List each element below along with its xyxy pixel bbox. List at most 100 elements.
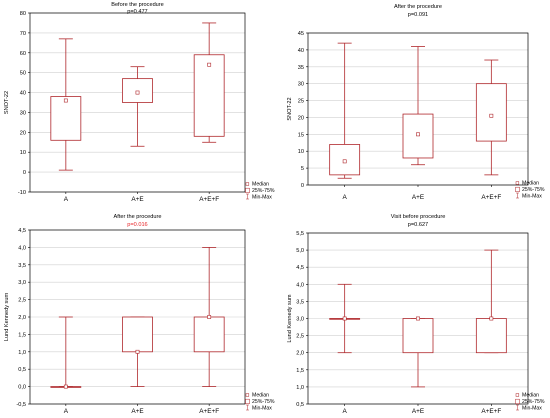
y-tick-label: 2,5	[18, 298, 26, 304]
legend-iqr-label: 25%-75%	[522, 399, 545, 405]
box-A+E+F	[193, 22, 225, 143]
y-tick-label: 3,5	[296, 299, 304, 305]
legend-iqr-label: 25%-75%	[252, 188, 275, 194]
iqr-box	[402, 318, 434, 354]
y-axis-label: Lund Kennedy sum	[287, 294, 293, 343]
x-tick-label: A+E+F	[481, 408, 501, 415]
legend-iqr-swatch	[245, 398, 250, 404]
y-tick-label: -0,5	[16, 402, 26, 408]
chart-title: Visit before procedure	[391, 214, 446, 220]
y-tick-label: 20	[298, 115, 304, 121]
y-tick-label: 4,5	[296, 265, 304, 271]
y-tick-label: 0,5	[18, 367, 26, 373]
chart-panel-3: After the procedure p=0.016 -0,5 0,0 0,5 1,0 1…	[4, 214, 275, 415]
box-A+E	[122, 316, 153, 388]
box-A	[50, 38, 82, 171]
y-tick-label: 70	[20, 31, 26, 37]
y-tick-label: 20	[20, 130, 26, 136]
x-tick-label: A+E	[131, 196, 143, 203]
chart-title: After the procedure	[394, 4, 442, 10]
y-tick-label: 1,0	[296, 385, 304, 391]
y-tick-label: 40	[20, 91, 26, 97]
chart-subtitle: p=0.477	[127, 9, 147, 15]
chart-title: Before the procedure	[111, 2, 164, 8]
median-marker	[207, 62, 212, 67]
iqr-box	[122, 316, 153, 353]
chart-subtitle: p=0.016	[127, 222, 147, 228]
median-marker	[135, 349, 140, 354]
legend-range-label: Min-Max	[252, 406, 272, 412]
y-tick-label: 1,0	[18, 350, 26, 356]
x-tick-label: A	[64, 196, 69, 203]
box-A+E+F	[475, 59, 507, 176]
y-tick-label: 2,5	[296, 334, 304, 340]
iqr-box	[193, 54, 225, 137]
legend-range-label: Min-Max	[252, 195, 272, 201]
legend-median-swatch	[245, 182, 250, 186]
legend-iqr-label: 25%-75%	[522, 187, 545, 193]
x-tick-label: A	[343, 408, 348, 415]
median-marker	[489, 113, 494, 118]
legend-median-label: Median	[522, 393, 539, 399]
y-tick-label: 25	[298, 99, 304, 105]
legend-median-label: Median	[252, 393, 269, 399]
x-tick-label: A+E	[131, 408, 143, 415]
y-tick-label: 10	[20, 150, 26, 156]
legend-range-label: Min-Max	[522, 406, 542, 412]
median-marker	[342, 159, 347, 164]
y-tick-label: 4,5	[18, 228, 26, 234]
box-A	[50, 316, 82, 389]
box-A+E	[402, 46, 434, 166]
legend-iqr-swatch	[515, 398, 520, 404]
box-A+E+F	[193, 246, 225, 388]
legend-iqr-swatch	[245, 187, 250, 193]
box-A+E	[402, 316, 434, 388]
y-tick-label: 5,5	[296, 231, 304, 237]
y-tick-label: 5	[301, 166, 304, 172]
y-tick-label: 45	[298, 31, 304, 37]
median-marker	[207, 315, 212, 319]
y-tick-label: 80	[20, 11, 26, 17]
y-tick-label: 0	[301, 183, 304, 189]
box-A	[329, 283, 361, 354]
chart-title: After the procedure	[114, 214, 162, 220]
y-axis-label: Lund Kennedy sum	[4, 293, 10, 342]
y-tick-label: 30	[298, 82, 304, 88]
x-tick-label: A+E+F	[199, 196, 219, 203]
chart-panel-4: Visit before procedure p=0.627 0,5 1,0 1,5 2,…	[287, 214, 545, 415]
median-marker	[489, 316, 494, 321]
iqr-box	[122, 78, 153, 103]
iqr-box	[475, 318, 507, 354]
y-tick-label: 4,0	[18, 245, 26, 251]
legend-iqr-swatch	[515, 186, 520, 192]
x-tick-label: A+E+F	[199, 408, 219, 415]
y-tick-label: 2,0	[296, 351, 304, 357]
legend-median-label: Median	[252, 182, 269, 188]
y-tick-label: 30	[20, 110, 26, 116]
y-tick-label: 3,0	[296, 317, 304, 323]
x-tick-label: A+E	[412, 194, 424, 201]
y-tick-label: 50	[20, 71, 26, 77]
median-marker	[342, 316, 347, 321]
y-axis-label: SNOT-22	[287, 97, 293, 120]
x-tick-label: A	[64, 408, 69, 415]
box-A+E+F	[475, 249, 507, 354]
y-tick-label: 5,0	[296, 248, 304, 254]
median-marker	[63, 384, 68, 389]
y-tick-label: 2,0	[18, 315, 26, 321]
legend-median-label: Median	[522, 181, 539, 187]
legend-median-swatch	[515, 181, 520, 185]
x-tick-label: A	[343, 194, 348, 201]
median-marker	[416, 132, 420, 137]
iqr-box	[50, 96, 82, 141]
legend-median-swatch	[245, 393, 250, 397]
chart-subtitle: p=0.627	[408, 222, 428, 228]
median-marker	[135, 90, 140, 95]
y-tick-label: 1,5	[18, 332, 26, 338]
y-tick-label: 15	[298, 132, 304, 138]
